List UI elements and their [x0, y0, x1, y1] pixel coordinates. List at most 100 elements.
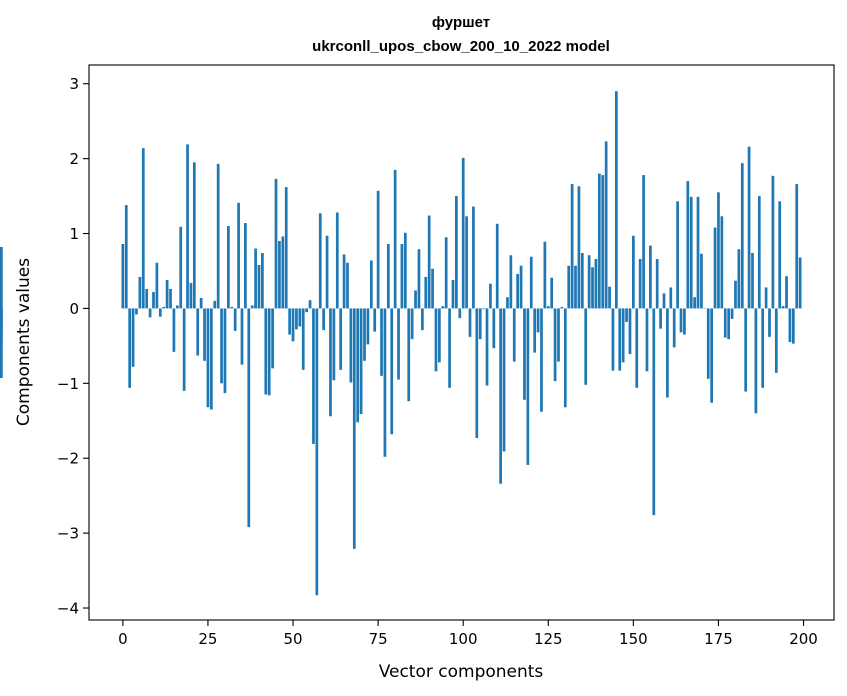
bar: [563, 308, 567, 408]
bar: [478, 308, 482, 340]
bar: [135, 308, 138, 315]
bar: [257, 264, 261, 309]
x-tick-label: 125: [534, 630, 563, 648]
bar: [529, 256, 533, 309]
bar: [155, 262, 159, 309]
bar: [410, 308, 414, 340]
y-tick-label: 1: [69, 225, 79, 243]
bar: [683, 308, 686, 335]
bar: [298, 308, 302, 327]
bar: [431, 268, 434, 309]
bar: [740, 163, 744, 309]
bar: [662, 293, 666, 309]
bar: [186, 144, 189, 309]
bar: [386, 244, 390, 309]
bar: [601, 175, 605, 309]
bar: [441, 306, 445, 309]
bar: [393, 169, 397, 309]
bar: [213, 300, 217, 309]
bar: [594, 258, 598, 309]
bar: [455, 196, 458, 309]
bar: [247, 308, 251, 528]
bar: [383, 308, 387, 457]
bar: [121, 244, 125, 309]
bar: [366, 308, 370, 345]
bar: [461, 157, 465, 309]
bar: [261, 253, 264, 309]
bar: [342, 254, 346, 309]
x-tick-label: 50: [283, 630, 302, 648]
bar: [604, 141, 608, 309]
bar: [560, 306, 564, 309]
bar: [557, 308, 560, 362]
bar: [421, 308, 424, 331]
bar: [669, 287, 673, 309]
bar: [747, 146, 751, 309]
y-axis-ticks: 3 2 1 0 −1 −2 −3 −4: [57, 75, 89, 618]
bar: [0, 308, 3, 379]
bar: [672, 308, 676, 348]
bar: [621, 308, 625, 363]
bar: [312, 308, 315, 444]
bar: [635, 308, 639, 388]
bar: [574, 265, 577, 309]
bar: [220, 308, 223, 384]
y-tick-label: −2: [57, 450, 79, 468]
bar: [768, 308, 771, 337]
y-tick-label: −1: [57, 375, 79, 393]
bar: [652, 308, 656, 516]
bar: [301, 308, 305, 370]
bar: [550, 277, 554, 309]
x-tick-label: 25: [198, 630, 217, 648]
bar: [162, 306, 166, 309]
bar: [0, 247, 3, 309]
bar: [427, 215, 431, 309]
y-tick-label: 0: [69, 300, 79, 318]
bar: [295, 308, 298, 330]
bar: [642, 175, 645, 309]
bar: [713, 227, 717, 309]
bar: [536, 308, 540, 333]
bar: [706, 308, 710, 379]
bar: [284, 187, 288, 309]
bar: [519, 265, 523, 309]
bar: [754, 308, 758, 414]
bar: [230, 306, 234, 309]
y-tick-label: 2: [69, 150, 79, 168]
bar: [169, 288, 172, 309]
bar: [676, 201, 679, 309]
bar: [795, 184, 799, 309]
bar: [363, 308, 366, 361]
bar: [403, 232, 407, 309]
bar: [233, 308, 237, 331]
bar: [172, 308, 176, 352]
bar: [523, 308, 526, 400]
bar: [757, 196, 761, 309]
bar: [717, 192, 720, 309]
bar: [278, 241, 281, 309]
bar: [788, 308, 792, 343]
bar: [346, 262, 349, 309]
bar: [138, 276, 142, 309]
bar: [540, 308, 543, 412]
bar: [182, 308, 186, 391]
bar: [148, 308, 152, 318]
bar: [131, 308, 135, 367]
y-tick-label: −3: [57, 525, 79, 543]
bar: [244, 223, 247, 309]
bar: [264, 308, 268, 395]
bar: [352, 308, 356, 549]
bar: [584, 308, 588, 385]
bar: [227, 226, 230, 309]
bar: [322, 308, 326, 331]
chart-subtitle: ukrconll_upos_cbow_200_10_2022 model: [312, 38, 610, 55]
bar: [580, 253, 584, 309]
bar: [209, 308, 213, 410]
bar: [203, 308, 206, 361]
bar: [196, 308, 200, 356]
bar: [267, 308, 271, 396]
bar: [250, 305, 254, 309]
bar: [237, 202, 240, 309]
